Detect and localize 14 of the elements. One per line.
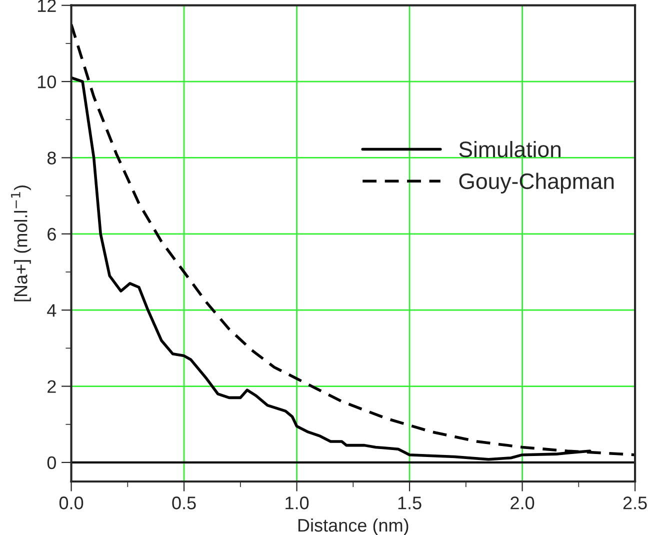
x-tick-label: 2.0 [510, 496, 534, 510]
y-axis-title: [Na+] (mol.l$^{−1}$) [11, 186, 31, 302]
y-tick-label: 8 [47, 152, 56, 164]
x-tick-label: 1.5 [398, 496, 422, 510]
x-tick-label: 0.5 [172, 496, 196, 510]
y-tick-label: 2 [48, 380, 56, 393]
y-tick-label: 10 [38, 75, 56, 88]
y-tick-label: 0 [47, 456, 56, 470]
y-tick-label: 4 [47, 304, 56, 317]
y-tick-label: 6 [48, 228, 56, 241]
x-tick-label: 1.0 [286, 496, 309, 510]
x-axis-title: Distance (nm) [298, 518, 408, 535]
x-tick-label: 2.5 [623, 496, 647, 510]
x-tick-label: 0.0 [59, 496, 84, 510]
